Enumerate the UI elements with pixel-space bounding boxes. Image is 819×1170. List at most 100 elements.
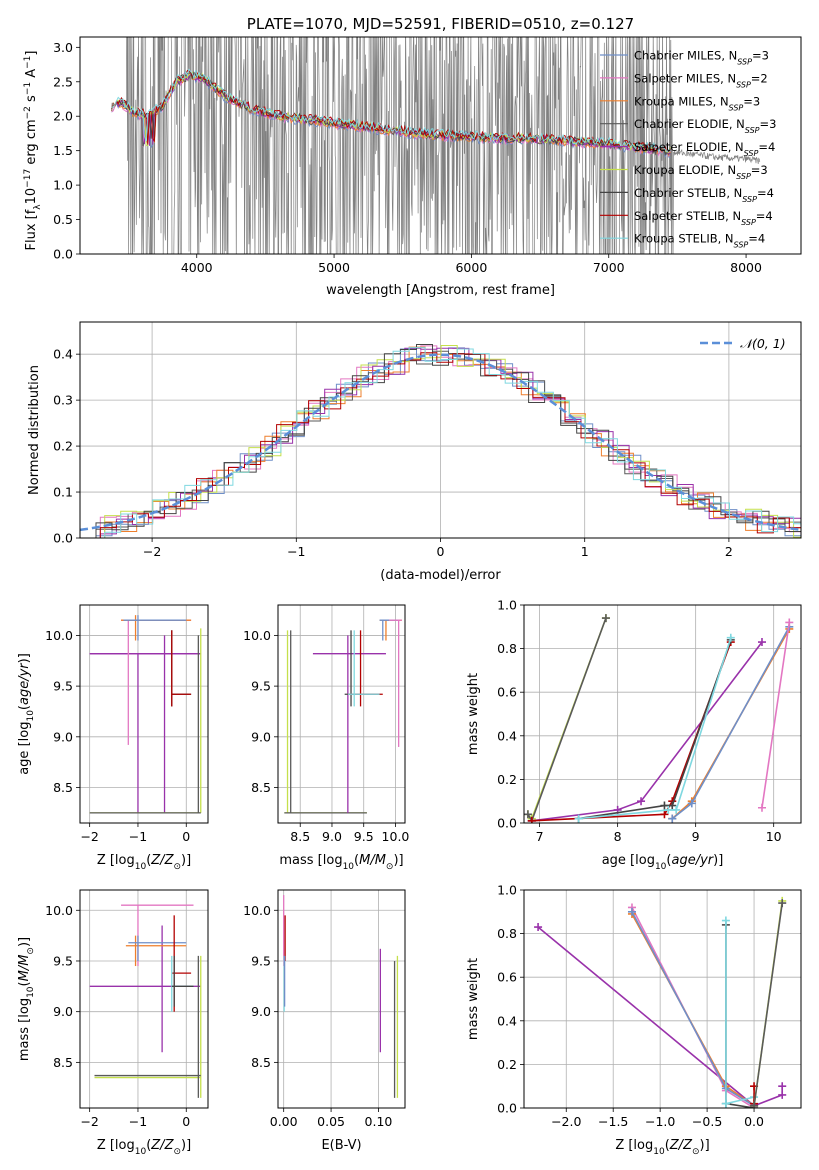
label-fragment: 10: [24, 188, 39, 205]
legend-label: Kroupa ELODIE, NSSP=3: [634, 163, 768, 181]
legend-tail: =3: [752, 49, 769, 63]
label-fragment: Flux [f: [24, 209, 39, 250]
y-tick-label: 2.5: [53, 74, 73, 89]
weight-marker-chabrier_elodie: [778, 899, 787, 908]
legend-label: Kroupa MILES, NSSP=3: [634, 94, 760, 112]
legend-text: Kroupa ELODIE, N: [634, 163, 736, 177]
x-tick-label: −1: [129, 1114, 147, 1129]
x-axis-label: (data-model)/error: [380, 568, 501, 583]
label-fragment: (: [354, 853, 359, 868]
y-axis-label: Flux [fλ10−17 erg cm−2 s−1 A−1]: [23, 51, 43, 251]
label-fragment: ⊙: [173, 1147, 181, 1157]
y-tick-label: 8.5: [251, 780, 271, 795]
y-tick-label: 9.0: [53, 729, 73, 744]
x-tick-label: 7: [536, 829, 544, 844]
y-tick-label: 3.0: [53, 40, 73, 55]
label-fragment: (: [17, 705, 32, 710]
y-axis-label: mass weight: [466, 958, 481, 1040]
histogram-kroupa_stelib: [88, 347, 801, 538]
weight_vs_age-data: [524, 614, 794, 823]
weight-marker-chabrier_stelib: [660, 801, 669, 810]
label-fragment: 10: [135, 1147, 147, 1157]
x-tick-label: 9: [692, 829, 700, 844]
axes-frame: [79, 889, 209, 1109]
legend-text: Chabrier ELODIE, N: [634, 117, 745, 131]
weight-marker-kroupa_stelib: [726, 633, 735, 642]
axes-frame: [277, 604, 406, 824]
weight-line-salpeter_elodie: [531, 641, 763, 822]
label-fragment: −17: [23, 169, 33, 188]
x-tick-label: 0.05: [317, 1114, 345, 1129]
mass_vs_Z-panel: −2 −1 08.59.09.510.0Z [log10(Z/Z⊙)]mass [l…: [17, 889, 209, 1157]
label-fragment: erg cm: [24, 119, 39, 168]
y-tick-label: 0.0: [53, 531, 73, 546]
y-axis-label: age [log10(age/yr)]: [17, 653, 36, 775]
y-tick-label: 0.3: [53, 393, 73, 408]
legend: 𝒩(0, 1): [700, 336, 786, 351]
y-tick-label: 0.5: [53, 212, 73, 227]
y-tick-label: 0.0: [497, 816, 517, 831]
weight-marker-salpeter_miles: [757, 803, 766, 812]
weight-marker-salpeter_elodie: [757, 638, 766, 647]
y-tick-label: 0.4: [53, 347, 73, 362]
legend-text: Salpeter STELIB, N: [634, 209, 741, 223]
x-tick-label: 0.10: [365, 1114, 393, 1129]
label-fragment: ⊙: [26, 947, 36, 955]
x-axis-label: Z [log10(Z/Z⊙)]: [97, 853, 191, 872]
spectrum-data: [111, 37, 761, 254]
x-tick-label: 8.5: [290, 829, 310, 844]
label-fragment: 10: [26, 986, 36, 998]
label-fragment: (: [146, 1138, 151, 1153]
x-tick-label: −2.0: [551, 1114, 581, 1129]
label-fragment: (: [17, 981, 32, 986]
x-tick-label: 4000: [181, 260, 213, 275]
y-tick-label: 8.5: [53, 1055, 73, 1070]
weight-marker-chabrier_elodie: [601, 614, 610, 623]
spectrum-panel: 4000 5000 6000 7000 8000 0.0 0.5 1.0 1.5 2.0 2.5 3.…: [23, 15, 802, 298]
label-fragment: (: [665, 1138, 670, 1153]
y-tick-label: 0.4: [497, 1013, 517, 1028]
legend-label: Salpeter MILES, NSSP=2: [634, 71, 768, 89]
weight_vs_Z-data: [534, 896, 787, 1108]
axes-frame: [523, 889, 802, 1109]
weight-line-chabrier_miles: [671, 626, 791, 820]
x-tick-label: −0.5: [692, 1114, 722, 1129]
label-fragment: (: [666, 853, 671, 868]
label-fragment: mass [log: [17, 998, 32, 1061]
axes-frame: [79, 36, 802, 255]
mass_vs_EBV-data: [283, 895, 399, 1098]
legend-tail: =3: [760, 117, 777, 131]
legend-tail: =4: [758, 140, 775, 154]
x-tick-label: 0.0: [744, 1114, 764, 1129]
legend-tail: =4: [757, 186, 774, 200]
x-tick-label: −1: [287, 544, 305, 559]
y-tick-label: 10.0: [45, 903, 73, 918]
legend-tail: =3: [743, 94, 760, 108]
x-tick-label: −2: [80, 829, 98, 844]
y-tick-label: 10.0: [45, 628, 73, 643]
y-tick-label: 10.0: [243, 903, 271, 918]
legend-text: Salpeter MILES, N: [634, 71, 736, 85]
y-tick-label: 1.0: [53, 178, 73, 193]
x-axis-label: E(B-V): [321, 1138, 361, 1153]
label-fragment: 10: [135, 862, 147, 872]
x-tick-label: 7000: [593, 260, 625, 275]
y-tick-label: 9.0: [53, 1004, 73, 1019]
x-tick-label: 0: [182, 829, 190, 844]
weight-marker-chabrier_stelib: [668, 801, 677, 810]
y-tick-label: 0.2: [497, 772, 517, 787]
y-tick-label: 0.0: [53, 247, 73, 262]
age_vs_Z-data: [89, 615, 202, 814]
legend-label: Chabrier STELIB, NSSP=4: [634, 186, 774, 204]
label-fragment: age [log: [17, 722, 32, 775]
y-tick-label: 0.0: [497, 1101, 517, 1116]
age_vs_mass-panel: 8.5 9.0 9.5 10.0 8.5 9.0 9.5 10.0 mass [log10(M/…: [243, 604, 409, 872]
x-tick-label: −1.5: [598, 1114, 628, 1129]
legend-label: Salpeter ELODIE, NSSP=4: [634, 140, 775, 158]
age_vs_mass-data: [284, 619, 402, 814]
legend-label: Salpeter STELIB, NSSP=4: [634, 209, 773, 227]
x-tick-label: 0: [182, 1114, 190, 1129]
y-tick-label: 0.6: [497, 970, 517, 985]
label-fragment: )]: [17, 937, 32, 947]
